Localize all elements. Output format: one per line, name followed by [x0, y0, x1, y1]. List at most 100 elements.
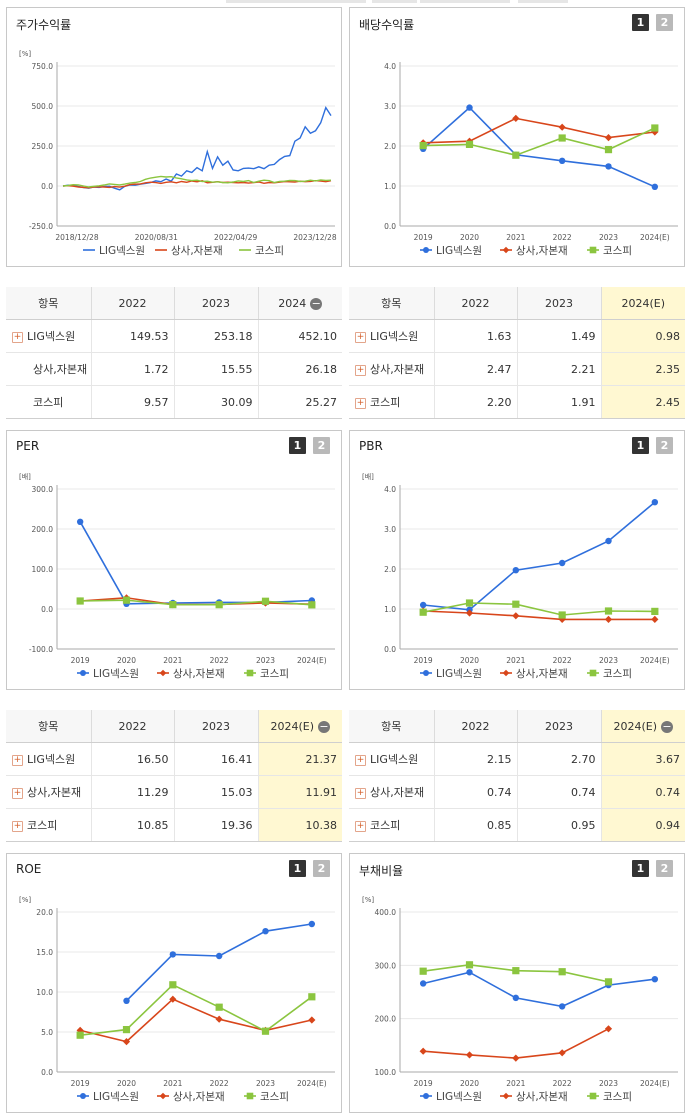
expand-icon[interactable]: + [355, 754, 366, 766]
page-2-button[interactable]: 2 [656, 860, 673, 877]
expand-icon[interactable]: + [355, 331, 366, 343]
row-name-cell[interactable]: + 코스피 [349, 808, 435, 842]
y-tick-label: 10.0 [36, 988, 53, 997]
data-point [558, 157, 566, 164]
expand-icon[interactable]: + [12, 754, 23, 766]
legend-label: 코스피 [603, 668, 632, 680]
x-tick-label: 2018/12/28 [55, 233, 98, 242]
x-tick-label: 2019 [414, 656, 433, 665]
data-point [558, 123, 566, 131]
collapse-icon[interactable]: − [310, 296, 323, 310]
page-1-button[interactable]: 1 [632, 14, 649, 31]
legend-label: 코스피 [260, 1091, 289, 1103]
unit-label: [배] [19, 472, 31, 481]
expand-icon[interactable]: + [355, 364, 366, 376]
column-header-label: 2024(E) [270, 719, 315, 733]
table-cell: 2.35 [601, 352, 685, 386]
data-point [651, 128, 659, 136]
legend-marker [246, 1092, 254, 1100]
expand-icon[interactable]: + [12, 331, 23, 343]
x-tick-label: 2022 [210, 1079, 229, 1088]
table-cell: 19.36 [174, 808, 259, 842]
data-point [651, 607, 659, 615]
row-name-cell[interactable]: + LIG넥스원 [349, 319, 435, 353]
data-point [262, 928, 269, 935]
expand-icon[interactable]: + [355, 397, 366, 409]
y-tick-label: -100.0 [29, 645, 53, 654]
top-fragment [518, 0, 568, 3]
row-name-cell[interactable]: + LIG넥스원 [6, 742, 92, 776]
data-point [651, 183, 659, 190]
row-name: 상사,자본재 [370, 363, 425, 376]
page-2-button[interactable]: 2 [656, 14, 673, 31]
row-name: LIG넥스원 [370, 330, 419, 343]
x-tick-label: 2024(E) [297, 1079, 327, 1088]
table-cell: 2.20 [434, 385, 518, 419]
data-point [308, 601, 316, 609]
table-cell: 30.09 [174, 385, 259, 419]
column-header: 2024(E) [601, 287, 685, 320]
data-point [419, 980, 427, 987]
column-header: 2022 [91, 287, 175, 320]
y-tick-label: 0.0 [41, 1068, 53, 1077]
page-1-button[interactable]: 1 [632, 860, 649, 877]
series-line [422, 106, 656, 188]
panel-title: 부채비율 [359, 864, 404, 878]
collapse-icon[interactable]: − [661, 719, 674, 733]
page-2-button[interactable]: 2 [313, 860, 330, 877]
table-cell: 3.67 [601, 742, 685, 776]
row-name-cell[interactable]: + LIG넥스원 [6, 319, 92, 353]
expand-icon[interactable]: + [355, 820, 366, 832]
row-name-cell[interactable]: + 상사,자본재 [6, 775, 92, 809]
expand-icon[interactable]: + [12, 787, 23, 799]
x-tick-label: 2022 [553, 233, 572, 242]
table-row: + LIG넥스원 1.63 1.49 0.98 [349, 319, 685, 353]
column-header: 2024(E) − [601, 710, 685, 743]
column-header-label: 항목 [38, 720, 59, 733]
table-row: + 코스피 2.20 1.91 2.45 [349, 385, 685, 419]
page-2-button[interactable]: 2 [313, 437, 330, 454]
dividend-yield-panel: 배당수익률 1 2 4.0 3.0 2.0 1.0 0.0 2019 2020 2021 202… [349, 7, 685, 267]
expand-icon[interactable]: + [355, 787, 366, 799]
row-name-cell[interactable]: + LIG넥스원 [349, 742, 435, 776]
data-point [308, 920, 316, 928]
collapse-icon[interactable]: − [318, 719, 331, 733]
unit-label: [%] [362, 896, 374, 904]
y-tick-label: 400.0 [375, 908, 397, 917]
y-tick-label: 1.0 [384, 605, 396, 614]
data-point [605, 537, 612, 545]
expand-icon[interactable]: + [12, 820, 23, 832]
page-1-button[interactable]: 1 [289, 860, 306, 877]
row-name: 코스피 [27, 819, 58, 832]
x-tick-label: 2020 [117, 1079, 136, 1088]
table-cell: 25.27 [258, 385, 342, 419]
data-point [465, 599, 474, 607]
row-name-cell[interactable]: + 상사,자본재 [349, 775, 435, 809]
table-cell: 10.85 [91, 808, 175, 842]
x-tick-label: 2019 [414, 1079, 433, 1088]
page-1-button[interactable]: 1 [632, 437, 649, 454]
series-line [62, 175, 332, 188]
row-name: 코스피 [370, 819, 401, 832]
page-1-button[interactable]: 1 [289, 437, 306, 454]
unit-label: [배] [362, 472, 374, 481]
page-2-button[interactable]: 2 [656, 437, 673, 454]
table-cell: 0.74 [601, 775, 685, 809]
data-point [308, 1016, 316, 1024]
row-name-cell[interactable]: + 코스피 [349, 385, 435, 419]
legend-label: LIG넥스원 [93, 668, 139, 680]
x-tick-label: 2023 [256, 656, 275, 665]
data-point [605, 163, 612, 170]
series-line [62, 179, 332, 189]
legend-label: 코스피 [260, 668, 289, 680]
series-line [423, 501, 656, 611]
panel-title: PBR [359, 439, 383, 453]
panel-title: 배당수익률 [359, 18, 415, 32]
row-name-cell[interactable]: + 상사,자본재 [349, 352, 435, 386]
pbr-table: 항목 2022 2023 2024(E) − + LIG넥스원 2.15 2.70 3.67 + 상사… [349, 710, 685, 842]
row-name: 상사,자본재 [370, 786, 425, 799]
legend-marker [502, 1092, 510, 1100]
column-header: 항목 [6, 710, 92, 743]
legend-marker [246, 669, 254, 677]
row-name-cell[interactable]: + 코스피 [6, 808, 92, 842]
